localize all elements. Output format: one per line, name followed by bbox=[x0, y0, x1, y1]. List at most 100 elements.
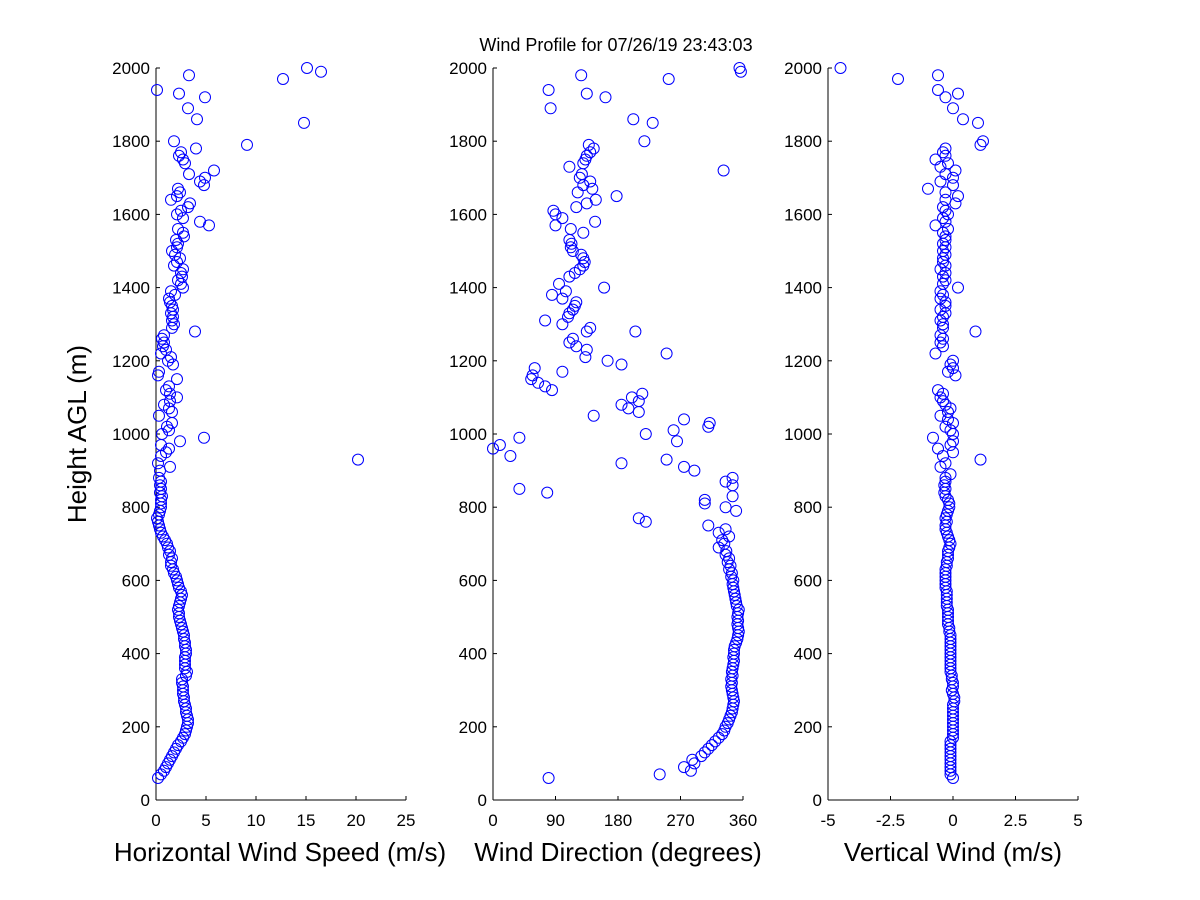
panel-wind-direction-data-point bbox=[625, 391, 638, 404]
panel-wind-direction-data-point bbox=[646, 116, 659, 129]
panel-wind-direction-data-point bbox=[726, 479, 739, 492]
panel-horizontal-speed-data-point bbox=[183, 69, 195, 82]
panel-wind-direction-data-point bbox=[709, 735, 722, 748]
panel-horizontal-speed-data-point bbox=[160, 343, 172, 356]
panel-vertical-wind-data-point bbox=[937, 245, 949, 257]
panel-wind-direction-data-point bbox=[632, 395, 645, 408]
panel-wind-direction-data-point bbox=[712, 526, 725, 539]
panel-wind-direction-data-point bbox=[513, 431, 526, 444]
panel-vertical-wind-y-tick-label: 400 bbox=[794, 645, 822, 664]
panel-wind-direction-data-point bbox=[615, 358, 628, 371]
panel-wind-direction-data-point bbox=[615, 398, 628, 411]
panel-horizontal-speed-x-tick-label: 15 bbox=[297, 811, 316, 830]
panel-horizontal-speed-y-tick-label: 1400 bbox=[112, 279, 150, 298]
panel-vertical-wind: Vertical Wind (m/s) 0 200 400 600 800 1000 120… bbox=[784, 59, 1083, 867]
panel-wind-direction-data-point bbox=[546, 384, 558, 397]
panel-wind-direction-x-tick-label: 180 bbox=[604, 811, 632, 830]
panel-horizontal-speed-data-point bbox=[194, 215, 206, 228]
panel-wind-direction-y-tick-label: 1000 bbox=[449, 425, 487, 444]
panel-horizontal-speed-data-point bbox=[152, 457, 164, 470]
panel-wind-direction-data-point bbox=[599, 91, 612, 104]
panel-vertical-wind-y-tick-label: 0 bbox=[813, 791, 822, 810]
panel-horizontal-speed-data-point bbox=[169, 288, 181, 301]
panel-wind-direction-data-point bbox=[563, 160, 576, 173]
panel-vertical-wind-data-point bbox=[934, 336, 947, 349]
panel-vertical-wind-data-point bbox=[892, 73, 904, 85]
panel-wind-direction-data-point bbox=[577, 252, 590, 265]
panel-wind-direction-data-point bbox=[723, 552, 736, 565]
panel-wind-direction-data-point bbox=[580, 87, 593, 100]
panel-vertical-wind-data-point bbox=[947, 171, 959, 184]
panel-vertical-wind-data-point bbox=[932, 442, 944, 455]
panel-vertical-wind-data-point bbox=[932, 84, 944, 96]
panel-vertical-wind-data-point bbox=[932, 384, 944, 397]
panel-vertical-wind-data-point bbox=[977, 135, 989, 148]
panel-horizontal-speed-data-point bbox=[152, 772, 164, 784]
panel-wind-direction-data-point bbox=[556, 212, 569, 225]
panel-horizontal-speed-data-point bbox=[163, 292, 175, 305]
panel-wind-direction-x-tick-label: 0 bbox=[488, 811, 497, 830]
panel-horizontal-speed-data-point bbox=[158, 329, 170, 342]
panel-wind-direction-y-tick-label: 800 bbox=[459, 498, 487, 517]
panel-wind-direction-data-point bbox=[541, 486, 554, 499]
panel-horizontal-speed-data-point bbox=[177, 153, 189, 166]
panel-vertical-wind-data-point bbox=[942, 157, 954, 170]
panel-horizontal-speed-data-point bbox=[189, 325, 201, 338]
panel-wind-direction-x-tick-label: 90 bbox=[546, 811, 565, 830]
panel-wind-direction-data-point bbox=[638, 135, 651, 148]
panel-wind-direction-data-point bbox=[546, 288, 558, 301]
panel-wind-direction-data-point bbox=[575, 69, 588, 82]
panel-horizontal-speed-data-point bbox=[153, 409, 165, 422]
panel-wind-direction-y-tick-label: 1800 bbox=[449, 132, 487, 151]
panel-vertical-wind-data-point bbox=[922, 182, 934, 195]
panel-vertical-wind-x-tick-label: 0 bbox=[948, 811, 957, 830]
panel-wind-direction-data-point bbox=[610, 190, 623, 203]
panel-wind-direction-data-point bbox=[639, 428, 652, 440]
panel-vertical-wind-data-point bbox=[937, 201, 949, 214]
panel-horizontal-speed-data-point bbox=[168, 135, 180, 148]
panel-vertical-wind-y-tick-label: 1800 bbox=[784, 132, 822, 151]
panel-wind-direction-y-tick-label: 0 bbox=[478, 791, 487, 810]
panel-wind-direction-xlabel: Wind Direction (degrees) bbox=[474, 837, 762, 867]
panel-wind-direction-data-point bbox=[629, 325, 642, 338]
panel-vertical-wind-data-point bbox=[937, 146, 949, 159]
panel-horizontal-speed-data-point bbox=[177, 212, 189, 225]
panel-wind-direction-data-point bbox=[671, 435, 683, 448]
panel-horizontal-speed-data-point bbox=[153, 365, 165, 378]
panel-vertical-wind-data-point bbox=[937, 270, 949, 283]
panel-vertical-wind-data-point bbox=[947, 354, 959, 367]
panel-vertical-wind-data-point bbox=[944, 739, 957, 752]
panel-wind-direction-data-point bbox=[566, 332, 579, 345]
panel-horizontal-speed-data-point bbox=[171, 190, 183, 203]
panel-wind-direction-data-point bbox=[580, 343, 593, 356]
panel-horizontal-speed-y-tick-label: 2000 bbox=[112, 59, 150, 78]
panel-wind-direction-data-point bbox=[542, 772, 555, 784]
panel-vertical-wind-data-point bbox=[937, 252, 949, 265]
panel-wind-direction-data-point bbox=[719, 501, 732, 514]
panel-horizontal-speed-data-point bbox=[160, 384, 172, 397]
panel-wind-direction-y-tick-label: 1400 bbox=[449, 279, 487, 298]
panel-wind-direction-data-point bbox=[584, 146, 597, 159]
panel-wind-direction-data-point bbox=[678, 761, 690, 774]
panel-vertical-wind-data-point bbox=[939, 248, 952, 261]
panel-horizontal-speed-data-point bbox=[163, 442, 175, 455]
panel-vertical-wind-data-point bbox=[957, 113, 969, 126]
panel-horizontal-speed-x-tick-label: 0 bbox=[151, 811, 160, 830]
panel-wind-direction-data-point bbox=[698, 493, 711, 506]
panel-wind-direction-data-point bbox=[601, 354, 614, 367]
panel-horizontal-speed-data-point bbox=[173, 87, 185, 100]
panel-vertical-wind-y-tick-label: 1600 bbox=[784, 205, 822, 224]
panel-vertical-wind-data-point bbox=[972, 116, 984, 129]
panel-vertical-wind-data-point bbox=[974, 453, 987, 466]
panel-wind-direction: Wind Direction (degrees) 0 200 400 600 800 10… bbox=[449, 59, 762, 867]
panel-vertical-wind-data-point bbox=[834, 62, 847, 74]
panel-vertical-wind-data-point bbox=[952, 190, 964, 203]
panel-horizontal-speed-data-point bbox=[315, 65, 327, 78]
panel-wind-direction-data-point bbox=[582, 138, 595, 151]
panel-vertical-wind-data-point bbox=[939, 186, 952, 199]
panel-vertical-wind-data-point bbox=[934, 409, 947, 422]
panel-wind-direction-data-point bbox=[733, 62, 746, 74]
panel-vertical-wind-data-point bbox=[939, 420, 952, 433]
panel-vertical-wind-data-point bbox=[934, 391, 947, 404]
panel-horizontal-speed-x-tick-label: 20 bbox=[347, 811, 366, 830]
